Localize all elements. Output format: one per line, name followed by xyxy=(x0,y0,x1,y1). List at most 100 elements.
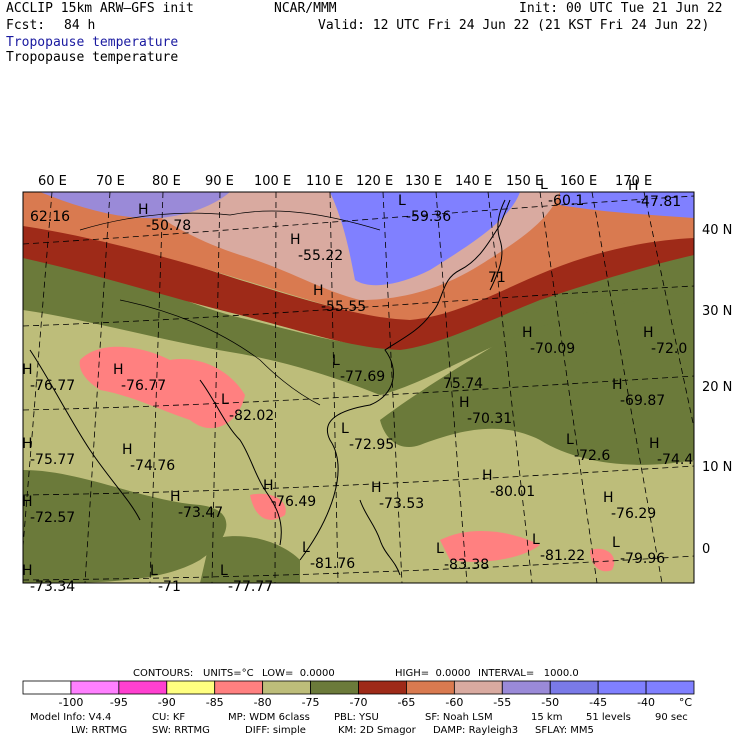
pbl-scheme: PBL: YSU xyxy=(334,712,379,723)
model-title: ACCLIP 15km ARW–GFS init xyxy=(6,1,194,16)
extremum-marker: L xyxy=(566,432,574,448)
extremum-value: -76.29 xyxy=(611,506,656,522)
extremum-marker: L xyxy=(436,541,444,557)
vertical-levels: 51 levels xyxy=(586,712,631,723)
colorbar-swatch xyxy=(453,680,503,695)
lat-label: 10 N xyxy=(702,460,732,475)
contour-label: CONTOURS: xyxy=(133,668,194,679)
extremum-value: -69.87 xyxy=(620,393,665,409)
extremum-value: -76.77 xyxy=(121,378,166,394)
extremum-marker: H xyxy=(649,436,660,452)
init-time: Init: 00 UTC Tue 21 Jun 22 xyxy=(519,1,723,16)
colorbar-swatch xyxy=(310,680,359,695)
colorbar-swatch xyxy=(22,680,72,695)
lat-0 xyxy=(23,555,694,581)
coast-philippines xyxy=(359,499,401,576)
extremum-value: -80.01 xyxy=(490,484,535,500)
colorbar-swatch xyxy=(262,680,311,695)
field-subtitle: Tropopause temperature xyxy=(6,50,179,65)
field-cold-patch-tibet xyxy=(79,346,245,429)
filled-field xyxy=(23,192,694,583)
coast-india xyxy=(29,349,141,521)
extremum-value: -83.38 xyxy=(444,557,489,573)
colorbar-label: -95 xyxy=(110,696,128,709)
colorbar-unit: °C xyxy=(679,696,693,709)
contour-interval: INTERVAL= 1000.0 xyxy=(478,668,579,679)
extremum-value: -75.77 xyxy=(30,452,75,468)
colorbar-swatch xyxy=(406,680,455,695)
extremum-value: 75.74 xyxy=(443,376,483,392)
lon-label: 130 E xyxy=(405,174,442,189)
extremum-value: -60.1 xyxy=(548,193,584,209)
colorbar-label: -40 xyxy=(637,696,655,709)
shortwave-scheme: SW: RRTMG xyxy=(152,725,210,736)
graticule xyxy=(23,192,694,583)
extremum-value: 62.16 xyxy=(30,209,70,225)
lon-label: 80 E xyxy=(152,174,181,189)
extremum-value: -81.76 xyxy=(310,556,355,572)
colorbar-label: -45 xyxy=(589,696,607,709)
extremum-value: -50.78 xyxy=(146,218,191,234)
lon-120 xyxy=(382,192,403,583)
lon-labels: 60 E 70 E 80 E 90 E 100 E 110 E 120 E 130 E 140 … xyxy=(38,174,652,189)
extremum-value: -77.69 xyxy=(340,369,385,385)
extremum-value: -71 xyxy=(158,579,181,595)
longwave-scheme: LW: RRTMG xyxy=(71,725,128,736)
extremum-value: -77.77 xyxy=(228,579,273,595)
extremum-marker: L xyxy=(532,532,540,548)
extremum-marker: H xyxy=(371,480,382,496)
border-russia-mongolia xyxy=(79,210,381,231)
lon-label: 140 E xyxy=(455,174,492,189)
extremum-marker: H xyxy=(522,325,533,341)
lat-labels: 40 N 30 N 20 N 10 N 0 xyxy=(702,223,732,557)
extremum-value: -72.6 xyxy=(574,448,610,464)
coast-indochina xyxy=(199,379,282,546)
extremum-value: -74.4 xyxy=(657,452,693,468)
lon-label: 120 E xyxy=(356,174,393,189)
contour-units: UNITS=°C xyxy=(203,668,254,679)
extremum-marker: H xyxy=(22,436,33,452)
lon-label: 160 E xyxy=(560,174,597,189)
colorbar-swatch xyxy=(645,680,695,695)
extremum-marker: H xyxy=(628,178,639,194)
lat-label: 40 N xyxy=(702,223,732,238)
extremum-marker: L xyxy=(341,421,349,437)
lon-label: 170 E xyxy=(615,174,652,189)
coastlines xyxy=(29,199,511,576)
extremum-value: -73.53 xyxy=(379,496,424,512)
extremum-value: -70.31 xyxy=(467,411,512,427)
extremum-marker: H xyxy=(482,468,493,484)
extremum-value: -76.77 xyxy=(30,378,75,394)
lat-10 xyxy=(23,465,694,496)
damping-option: DAMP: Rayleigh3 xyxy=(433,725,519,736)
extremum-value: -81.22 xyxy=(540,548,585,564)
extremum-marker: L xyxy=(332,353,340,369)
fcst-label: Fcst: xyxy=(6,18,46,33)
microphysics-scheme: MP: WDM 6class xyxy=(228,712,310,723)
colorbar-swatch xyxy=(549,680,599,695)
extremum-marker: H xyxy=(263,478,274,494)
colorbar-swatch xyxy=(597,680,647,695)
field-cold-patch-east xyxy=(590,548,615,572)
lat-label: 0 xyxy=(702,542,710,557)
lon-70 xyxy=(84,192,111,583)
model-info: Model Info: V4.4 xyxy=(30,712,112,723)
extremum-marker: H xyxy=(170,489,181,505)
extremum-marker: H xyxy=(643,325,654,341)
surface-layer-scheme: SFLAY: MM5 xyxy=(535,725,594,736)
extremum-marker: L xyxy=(221,392,229,408)
km-option: KM: 2D Smagor xyxy=(338,725,416,736)
border-china-south xyxy=(119,299,321,406)
contour-low: LOW= 0.0000 xyxy=(262,668,335,679)
extremum-value: -70.09 xyxy=(530,341,575,357)
field-band-southwest xyxy=(23,470,227,583)
extremum-value: 71 xyxy=(488,270,506,286)
extremum-marker: L xyxy=(302,540,310,556)
extremum-value: -55.22 xyxy=(298,248,343,264)
lat-20 xyxy=(23,375,694,411)
lon-label: 110 E xyxy=(306,174,343,189)
lon-80 xyxy=(149,192,164,583)
extremum-value: -74.76 xyxy=(130,458,175,474)
colorbar-label: -65 xyxy=(397,696,415,709)
lon-160 xyxy=(591,192,663,583)
